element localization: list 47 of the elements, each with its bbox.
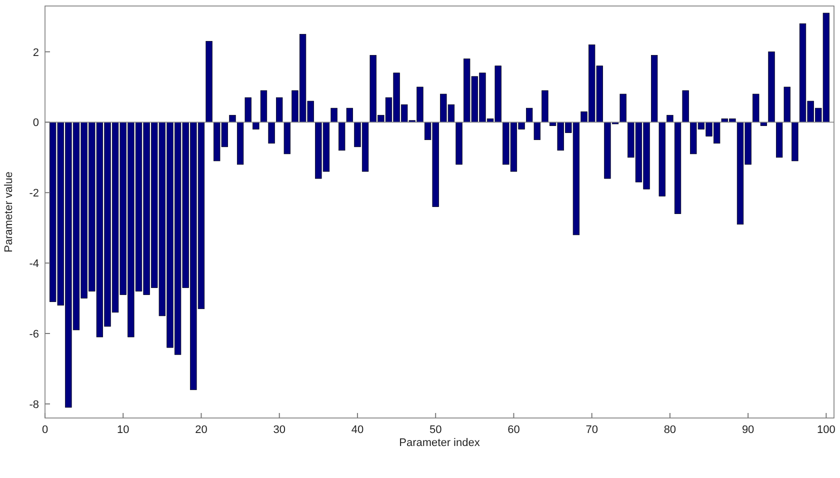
y-tick-label: -2 bbox=[29, 188, 39, 200]
y-axis-title: Parameter value bbox=[3, 172, 15, 252]
bar bbox=[284, 122, 290, 154]
bar bbox=[682, 90, 689, 122]
bar bbox=[338, 122, 346, 151]
y-tick-label: 0 bbox=[32, 117, 39, 130]
x-tick-label: 20 bbox=[195, 424, 208, 436]
x-tick-label: 90 bbox=[742, 424, 754, 436]
x-tick-label: 50 bbox=[429, 424, 442, 436]
bar bbox=[620, 94, 626, 122]
bar bbox=[534, 122, 540, 140]
bar bbox=[542, 90, 548, 122]
x-tick-label: 0 bbox=[42, 424, 48, 436]
bar bbox=[229, 114, 236, 122]
x-tick-label: 40 bbox=[351, 424, 364, 436]
x-tick-label: 10 bbox=[116, 424, 130, 436]
bar bbox=[666, 114, 674, 122]
bar bbox=[276, 97, 283, 122]
y-tick-label: -8 bbox=[29, 398, 39, 411]
bar bbox=[768, 52, 775, 122]
bar bbox=[206, 41, 212, 122]
y-tick-label: -4 bbox=[29, 258, 39, 270]
bar bbox=[244, 97, 252, 122]
bar bbox=[268, 122, 275, 144]
bar bbox=[752, 94, 760, 122]
bar bbox=[330, 108, 338, 122]
bar bbox=[346, 108, 353, 122]
bar bbox=[456, 122, 462, 165]
x-tick-label: 60 bbox=[508, 424, 520, 436]
bar bbox=[792, 122, 798, 162]
y-tick-label: -6 bbox=[29, 328, 39, 340]
bar bbox=[526, 108, 533, 122]
x-tick-label: 70 bbox=[586, 424, 598, 436]
bar bbox=[776, 122, 783, 158]
bar bbox=[651, 55, 658, 122]
bar bbox=[252, 122, 260, 130]
x-tick-label: 80 bbox=[664, 424, 676, 436]
x-tick-label: 30 bbox=[273, 424, 286, 436]
x-axis-title: Parameter index bbox=[399, 437, 480, 449]
bar bbox=[658, 122, 666, 196]
bar bbox=[236, 122, 244, 165]
x-tick-label: 100 bbox=[817, 424, 836, 436]
y-tick-label: 2 bbox=[32, 46, 39, 59]
bar bbox=[760, 122, 768, 126]
bar bbox=[260, 90, 268, 122]
bar bbox=[674, 122, 682, 214]
bar bbox=[784, 86, 790, 122]
